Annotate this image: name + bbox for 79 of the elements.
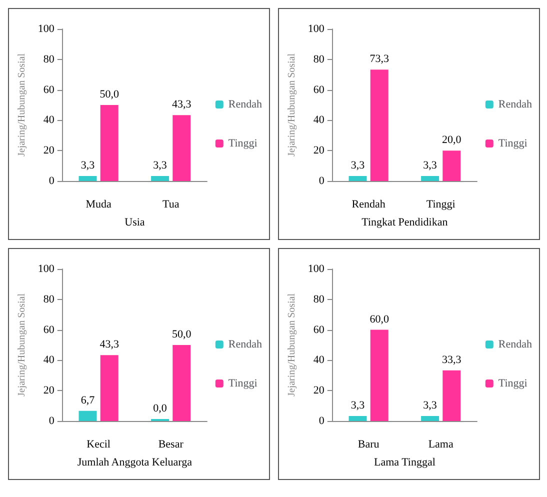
- legend-label: Tinggi: [228, 138, 258, 150]
- data-label: 73,3: [370, 53, 390, 66]
- x-tick-label: Rendah: [352, 198, 386, 210]
- y-tick-label: 100: [38, 23, 55, 35]
- bar: [442, 150, 461, 181]
- legend-label: Tinggi: [498, 378, 528, 390]
- y-tick-label: 0: [318, 175, 325, 187]
- data-label: 3,3: [423, 399, 438, 412]
- x-tick-label: Tinggi: [426, 198, 456, 210]
- data-label: 3,3: [350, 159, 366, 172]
- bar: [78, 176, 97, 181]
- bar: [100, 355, 118, 421]
- y-tick-label: 60: [313, 84, 325, 96]
- x-tick-label: Baru: [358, 438, 380, 450]
- legend-label: Tinggi: [228, 378, 258, 390]
- bar: [172, 345, 191, 421]
- y-axis-title: Jejaring/Hubungan Sosial: [286, 293, 298, 397]
- y-axis-title: Jejaring/Hubungan Sosial: [286, 53, 298, 157]
- x-tick-label: Besar: [158, 438, 184, 450]
- y-tick-label: 100: [308, 23, 325, 35]
- y-tick-label: 40: [43, 114, 55, 126]
- y-axis-title: Jejaring/Hubungan Sosial: [16, 293, 28, 397]
- x-tick-label: Lama: [428, 438, 454, 450]
- x-tick-label: Kecil: [86, 438, 110, 450]
- data-label: 3,3: [80, 159, 96, 172]
- y-tick-label: 40: [313, 114, 325, 126]
- data-label: 3,3: [153, 159, 168, 172]
- x-tick-label: Muda: [86, 198, 112, 210]
- data-label: 43,3: [100, 338, 120, 351]
- y-tick-label: 100: [38, 263, 55, 275]
- y-tick-label: 60: [313, 324, 325, 336]
- bar: [370, 70, 388, 181]
- data-label: 20,0: [442, 134, 462, 146]
- data-label: 33,3: [442, 354, 462, 366]
- legend-label: Rendah: [228, 98, 262, 110]
- y-tick-label: 40: [43, 354, 55, 366]
- y-tick-label: 80: [43, 53, 55, 66]
- bar: [421, 416, 440, 421]
- y-axis-title: Jejaring/Hubungan Sosial: [16, 53, 28, 157]
- y-tick-label: 100: [308, 263, 325, 275]
- bar: [348, 176, 367, 181]
- bar: [370, 330, 388, 421]
- y-tick-label: 60: [43, 324, 55, 336]
- legend-label: Rendah: [498, 338, 532, 350]
- y-tick-label: 20: [43, 144, 55, 157]
- x-axis-title: Tingkat Pendidikan: [362, 216, 448, 228]
- x-tick-label: Tua: [162, 198, 180, 210]
- data-label: 3,3: [350, 399, 366, 412]
- y-tick-label: 20: [313, 384, 325, 397]
- bar: [172, 115, 191, 181]
- y-tick-label: 60: [43, 84, 55, 96]
- y-tick-label: 0: [48, 415, 55, 427]
- x-axis-title: Lama Tinggal: [374, 456, 436, 468]
- y-tick-label: 20: [43, 384, 55, 397]
- bar: [78, 410, 97, 421]
- legend-label: Tinggi: [498, 138, 528, 150]
- legend-label: Rendah: [498, 98, 532, 110]
- bar: [442, 370, 461, 421]
- legend-label: Rendah: [228, 338, 262, 350]
- bar: [100, 105, 118, 181]
- y-tick-label: 40: [313, 354, 325, 366]
- data-label: 43,3: [172, 98, 192, 111]
- data-label: 50,0: [172, 328, 192, 340]
- data-label: 60,0: [370, 313, 390, 326]
- y-tick-label: 0: [48, 175, 55, 187]
- data-label: 0,0: [153, 402, 168, 414]
- data-label: 6,7: [80, 394, 96, 406]
- data-label: 50,0: [100, 88, 120, 100]
- data-label: 3,3: [423, 159, 438, 172]
- x-axis-title: Usia: [124, 216, 145, 228]
- y-tick-label: 80: [43, 293, 55, 306]
- bar: [151, 176, 170, 181]
- y-tick-label: 80: [313, 53, 325, 66]
- y-tick-label: 0: [318, 415, 325, 427]
- bar: [348, 416, 367, 421]
- y-tick-label: 20: [313, 144, 325, 157]
- bar: [421, 176, 440, 181]
- x-axis-title: Jumlah Anggota Keluarga: [77, 456, 192, 468]
- y-tick-label: 80: [313, 293, 325, 306]
